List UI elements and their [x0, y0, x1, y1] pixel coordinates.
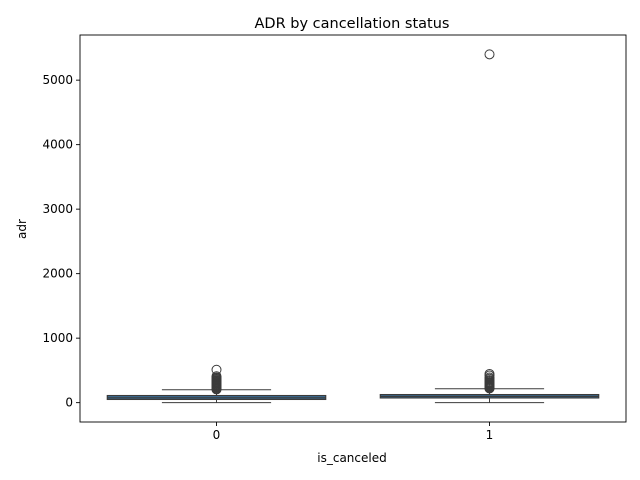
outlier-point	[484, 49, 495, 60]
plot-frame	[79, 34, 627, 423]
x-axis-label: is_canceled	[317, 451, 386, 465]
box-group-0	[106, 364, 327, 404]
plot-area-content	[106, 49, 600, 404]
y-axis-label: adr	[15, 219, 29, 239]
y-tick-label: 2000	[42, 267, 73, 281]
x-tick-label: 1	[486, 428, 494, 442]
y-tick-label: 1000	[42, 331, 73, 345]
y-tick-label: 3000	[42, 202, 73, 216]
outlier-point	[484, 368, 495, 379]
y-tick-label: 4000	[42, 138, 73, 152]
outlier-point	[211, 371, 222, 382]
chart-title: ADR by cancellation status	[255, 16, 450, 32]
x-tick-label: 0	[213, 428, 221, 442]
y-axis: 0 1000 2000 3000 4000 5000	[42, 73, 80, 410]
box-group-1	[379, 49, 600, 404]
y-tick-label: 0	[65, 396, 73, 410]
y-tick-label: 5000	[42, 73, 73, 87]
outlier-point	[211, 364, 222, 375]
